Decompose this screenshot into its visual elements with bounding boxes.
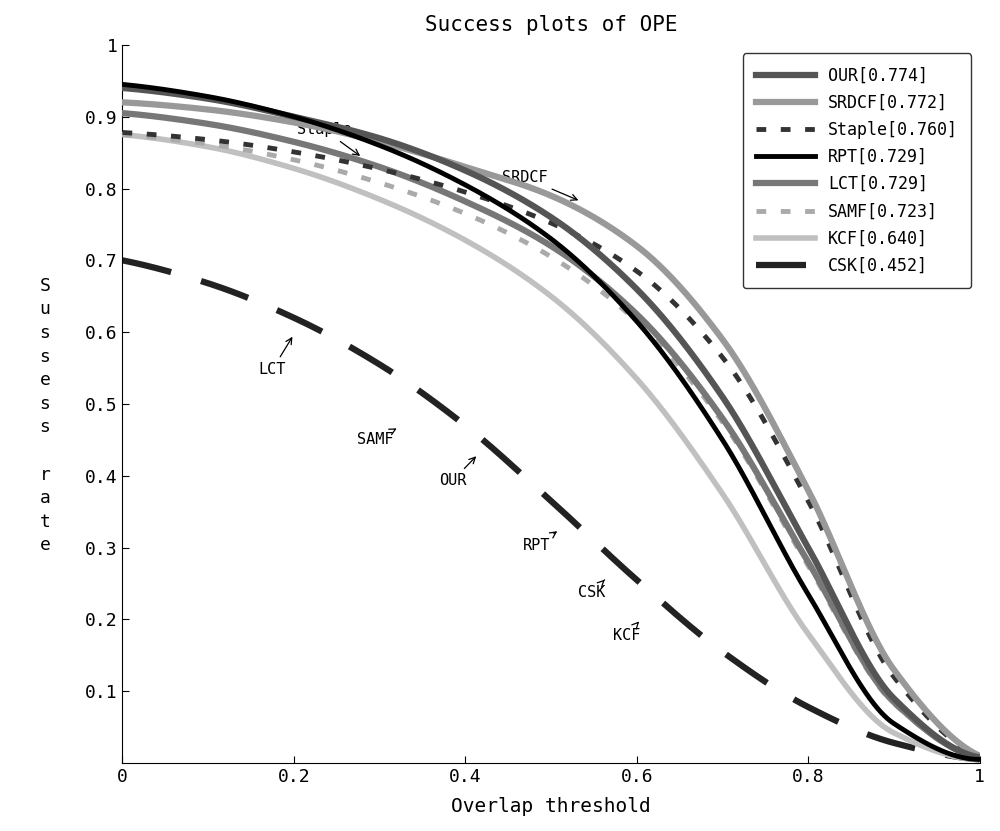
X-axis label: Overlap threshold: Overlap threshold	[451, 797, 651, 816]
Title: Success plots of OPE: Success plots of OPE	[425, 15, 677, 35]
Text: S
u
s
s
e
s
s
 
r
a
t
e: S u s s e s s r a t e	[40, 277, 50, 554]
Text: SAMF: SAMF	[357, 429, 396, 447]
Text: KCF: KCF	[613, 622, 640, 642]
Text: OUR: OUR	[439, 457, 475, 489]
Text: RPT: RPT	[523, 532, 556, 553]
Text: LCT: LCT	[259, 338, 292, 377]
Text: Staple: Staple	[297, 122, 359, 155]
Text: CSK: CSK	[578, 580, 606, 600]
Text: SRDCF: SRDCF	[502, 170, 577, 200]
Legend: OUR[0.774], SRDCF[0.772], Staple[0.760], RPT[0.729], LCT[0.729], SAMF[0.723], KC: OUR[0.774], SRDCF[0.772], Staple[0.760],…	[743, 53, 971, 288]
